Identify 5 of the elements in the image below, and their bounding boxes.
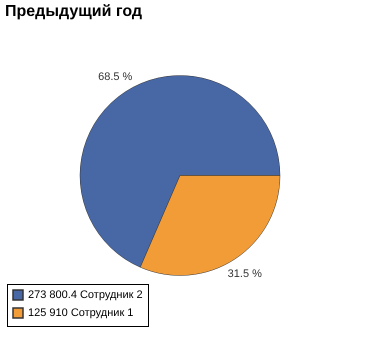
chart-title: Предыдущий год: [5, 3, 142, 20]
legend-label: 273 800.4 Сотрудник 2: [28, 289, 143, 301]
data-label: 68.5 %: [98, 70, 133, 83]
data-label: 31.5 %: [228, 268, 262, 280]
legend-label: 125 910 Сотрудник 1: [28, 307, 134, 319]
